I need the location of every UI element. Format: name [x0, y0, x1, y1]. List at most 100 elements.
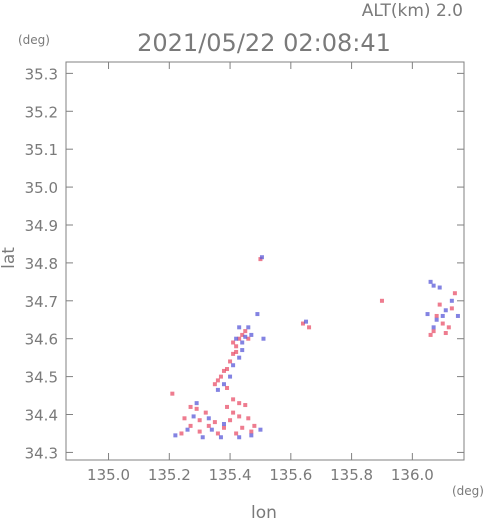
data-point [191, 414, 196, 419]
data-point [446, 325, 451, 330]
data-point [179, 431, 184, 436]
data-point [231, 410, 236, 415]
data-point [240, 425, 245, 430]
y-tick-label: 34.3 [25, 444, 58, 462]
y-tick-label: 34.4 [25, 407, 58, 425]
x-tick-label: 136.0 [391, 466, 434, 484]
data-point [443, 308, 448, 313]
data-point [225, 385, 230, 390]
data-point [246, 416, 251, 421]
data-point [434, 313, 439, 318]
plot-frame [65, 61, 465, 461]
data-point [304, 319, 309, 324]
data-point [231, 351, 236, 356]
data-point [449, 306, 454, 311]
data-point [379, 298, 384, 303]
y-tick-label: 35.1 [25, 141, 58, 159]
data-point [221, 421, 226, 426]
data-point [209, 427, 214, 432]
data-point [237, 355, 242, 360]
data-point [221, 382, 226, 387]
data-point [249, 429, 254, 434]
data-point [221, 368, 226, 373]
data-point [234, 336, 239, 341]
data-point [452, 291, 457, 296]
y-tick-label: 34.5 [25, 369, 58, 387]
data-point [215, 378, 220, 383]
data-point [431, 325, 436, 330]
data-point [221, 425, 226, 430]
data-point [194, 401, 199, 406]
data-point [300, 321, 305, 326]
data-point [243, 329, 248, 334]
data-point [182, 416, 187, 421]
data-point [231, 397, 236, 402]
data-point [185, 427, 190, 432]
data-point [225, 404, 230, 409]
y-axis: 34.3 34.4 34.5 34.6 34.7 34.8 34.9 35.0 35.1 35.2… [25, 65, 464, 462]
data-point [234, 349, 239, 354]
data-point [188, 423, 193, 428]
data-point [206, 416, 211, 421]
data-point [440, 321, 445, 326]
data-point [197, 429, 202, 434]
x-unit-label: (deg) [452, 484, 484, 498]
x-tick-label: 135.0 [87, 466, 130, 484]
data-point [237, 435, 242, 440]
data-point [246, 336, 251, 341]
data-point [212, 420, 217, 425]
data-point [449, 298, 454, 303]
data-point [194, 406, 199, 411]
data-point [197, 418, 202, 423]
x-tick-label: 135.6 [269, 466, 312, 484]
data-point [428, 279, 433, 284]
data-point [215, 387, 220, 392]
x-tick-label: 135.8 [330, 466, 373, 484]
y-tick-label: 34.6 [25, 331, 58, 349]
y-tick-label: 34.7 [25, 293, 58, 311]
data-point [231, 340, 236, 345]
data-point [228, 359, 233, 364]
data-point [261, 336, 266, 341]
data-point [234, 344, 239, 349]
data-point [225, 367, 230, 372]
data-point [428, 332, 433, 337]
x-axis: 135.0 135.2 135.4 135.6 135.8 136.0 [87, 62, 434, 484]
data-point [215, 431, 220, 436]
y-unit-label: (deg) [18, 33, 50, 47]
data-point [237, 336, 242, 341]
data-point [212, 382, 217, 387]
data-point [437, 285, 442, 290]
data-point [203, 410, 208, 415]
data-point [200, 435, 205, 440]
data-point [228, 418, 233, 423]
data-point [231, 363, 236, 368]
data-point [218, 435, 223, 440]
y-tick-label: 35.2 [25, 103, 58, 121]
x-axis-label: lon [251, 503, 277, 521]
data-point [425, 312, 430, 317]
data-point [243, 403, 248, 408]
data-point [173, 433, 178, 438]
data-point [443, 331, 448, 336]
y-tick-label: 35.0 [25, 179, 58, 197]
y-tick-label: 34.8 [25, 255, 58, 273]
y-tick-label: 34.9 [25, 217, 58, 235]
data-point [431, 283, 436, 288]
data-point [437, 302, 442, 307]
data-point [455, 313, 460, 318]
data-point [255, 312, 260, 317]
chart-title: 2021/05/22 02:08:41 [137, 29, 391, 57]
data-point [440, 313, 445, 318]
data-point [237, 401, 242, 406]
data-point [243, 334, 248, 339]
data-point [234, 431, 239, 436]
data-point [228, 374, 233, 379]
data-point [252, 423, 257, 428]
data-point [170, 391, 175, 396]
data-points [170, 255, 460, 440]
data-point [240, 348, 245, 353]
data-point [246, 325, 251, 330]
data-point [237, 325, 242, 330]
